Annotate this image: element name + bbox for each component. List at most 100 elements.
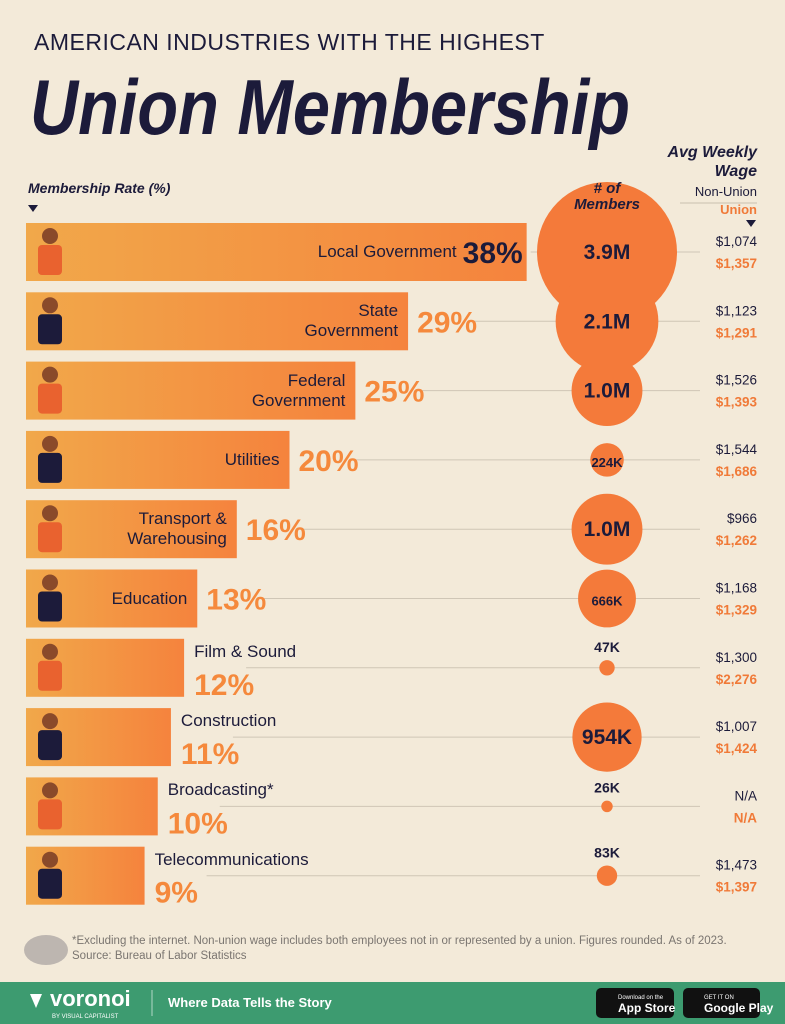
icon-head bbox=[42, 851, 58, 868]
icon-body bbox=[38, 591, 62, 622]
rate-label: 38% bbox=[463, 237, 523, 270]
icon-head bbox=[42, 574, 58, 591]
legend-union: Union bbox=[720, 202, 757, 217]
icon-head bbox=[42, 366, 58, 383]
bar bbox=[26, 292, 409, 351]
non-union-wage: $1,526 bbox=[716, 373, 757, 388]
union-wage: $1,262 bbox=[716, 533, 757, 548]
union-wage: $1,357 bbox=[716, 256, 757, 271]
icon-body bbox=[38, 660, 62, 691]
icon-head bbox=[42, 505, 58, 522]
google-play-button[interactable] bbox=[683, 988, 760, 1018]
brand-sub: BY VISUAL CAPITALIST bbox=[52, 1014, 119, 1020]
category-label: Telecommunications bbox=[154, 849, 309, 869]
non-union-wage: $1,544 bbox=[716, 442, 758, 457]
bar bbox=[26, 361, 356, 420]
member-label: 3.9M bbox=[584, 241, 631, 264]
icon-body bbox=[38, 868, 62, 899]
category-label: State Government bbox=[304, 301, 399, 341]
bar bbox=[26, 223, 527, 281]
union-wage: $1,329 bbox=[716, 603, 757, 618]
union-wage: $1,424 bbox=[716, 741, 758, 756]
rate-label: 10% bbox=[168, 807, 228, 840]
rate-label: 13% bbox=[206, 584, 266, 617]
legend-members: # of Members bbox=[574, 180, 640, 213]
union-wage: $1,393 bbox=[716, 395, 758, 410]
rate-label: 12% bbox=[194, 669, 254, 702]
google-play-small: GET IT ON bbox=[704, 995, 734, 1001]
app-store-text: App Store bbox=[618, 1001, 676, 1015]
subtitle: AMERICAN INDUSTRIES WITH THE HIGHEST bbox=[34, 29, 545, 55]
category-label: Federal Government bbox=[251, 370, 346, 410]
member-label: 1.0M bbox=[584, 380, 631, 403]
union-wage: $2,276 bbox=[716, 672, 758, 687]
icon-body bbox=[38, 730, 62, 761]
member-bubble bbox=[571, 493, 643, 565]
legend-rate: Membership Rate (%) bbox=[28, 180, 171, 196]
rate-label: 20% bbox=[299, 445, 359, 478]
brand: voronoi bbox=[50, 986, 131, 1011]
member-label: 954K bbox=[582, 726, 632, 749]
non-union-wage: $1,074 bbox=[716, 234, 758, 249]
title: Union Membership bbox=[30, 63, 630, 151]
legend-non-union: Non-Union bbox=[695, 184, 757, 199]
rate-label: 11% bbox=[181, 738, 239, 771]
icon-head bbox=[42, 435, 58, 452]
icon-body bbox=[38, 245, 62, 275]
member-bubble bbox=[572, 702, 642, 772]
member-bubble bbox=[555, 269, 659, 373]
member-bubble bbox=[601, 800, 613, 813]
rate-label: 29% bbox=[417, 306, 477, 339]
member-bubble bbox=[590, 443, 624, 477]
app-store-button[interactable] bbox=[596, 988, 674, 1018]
source: Source: Bureau of Labor Statistics bbox=[72, 950, 247, 962]
member-label: 666K bbox=[591, 594, 623, 609]
google-play-text: Google Play bbox=[704, 1001, 774, 1015]
non-union-wage: $1,168 bbox=[716, 581, 757, 596]
rate-label: 25% bbox=[364, 376, 424, 409]
logo bbox=[24, 935, 68, 965]
tagline: Where Data Tells the Story bbox=[168, 995, 333, 1010]
non-union-wage: $1,300 bbox=[716, 650, 757, 665]
member-bubble bbox=[599, 660, 615, 676]
member-bubble bbox=[571, 355, 643, 427]
wage-header: Avg Weekly Wage bbox=[667, 144, 757, 180]
category-label: Transport & Warehousing bbox=[127, 509, 227, 549]
footnote: *Excluding the internet. Non-union wage … bbox=[72, 935, 727, 947]
member-label: 26K bbox=[594, 780, 620, 796]
member-bubble bbox=[596, 865, 618, 886]
union-wage: $1,291 bbox=[716, 325, 758, 340]
non-union-wage: N/A bbox=[734, 788, 757, 803]
non-union-wage: $966 bbox=[727, 511, 757, 526]
union-wage: N/A bbox=[734, 810, 758, 825]
category-label: Education bbox=[111, 588, 188, 608]
icon-body bbox=[38, 799, 62, 830]
icon-body bbox=[38, 314, 62, 345]
non-union-wage: $1,007 bbox=[716, 719, 757, 734]
icon-body bbox=[38, 522, 62, 553]
category-label: Construction bbox=[180, 711, 277, 731]
icon-head bbox=[42, 713, 58, 730]
rate-label: 9% bbox=[155, 877, 198, 910]
union-wage: $1,397 bbox=[716, 880, 757, 895]
category-label: Local Government bbox=[317, 242, 457, 261]
bar bbox=[26, 430, 290, 489]
non-union-wage: $1,123 bbox=[716, 303, 757, 318]
icon-body bbox=[38, 452, 62, 483]
union-wage: $1,686 bbox=[716, 464, 758, 479]
member-label: 224K bbox=[591, 455, 623, 470]
category-label: Utilities bbox=[224, 449, 280, 469]
icon-head bbox=[42, 643, 58, 660]
member-label: 2.1M bbox=[584, 310, 631, 333]
rate-label: 16% bbox=[246, 514, 306, 547]
brand-logo bbox=[30, 994, 42, 1008]
legend-arrow bbox=[746, 220, 756, 227]
member-label: 47K bbox=[594, 639, 620, 655]
icon-head bbox=[42, 782, 58, 799]
category-label: Film & Sound bbox=[194, 641, 297, 661]
icon-head bbox=[42, 228, 58, 244]
app-store-small: Download on the bbox=[618, 995, 664, 1001]
icon-body bbox=[38, 383, 62, 414]
